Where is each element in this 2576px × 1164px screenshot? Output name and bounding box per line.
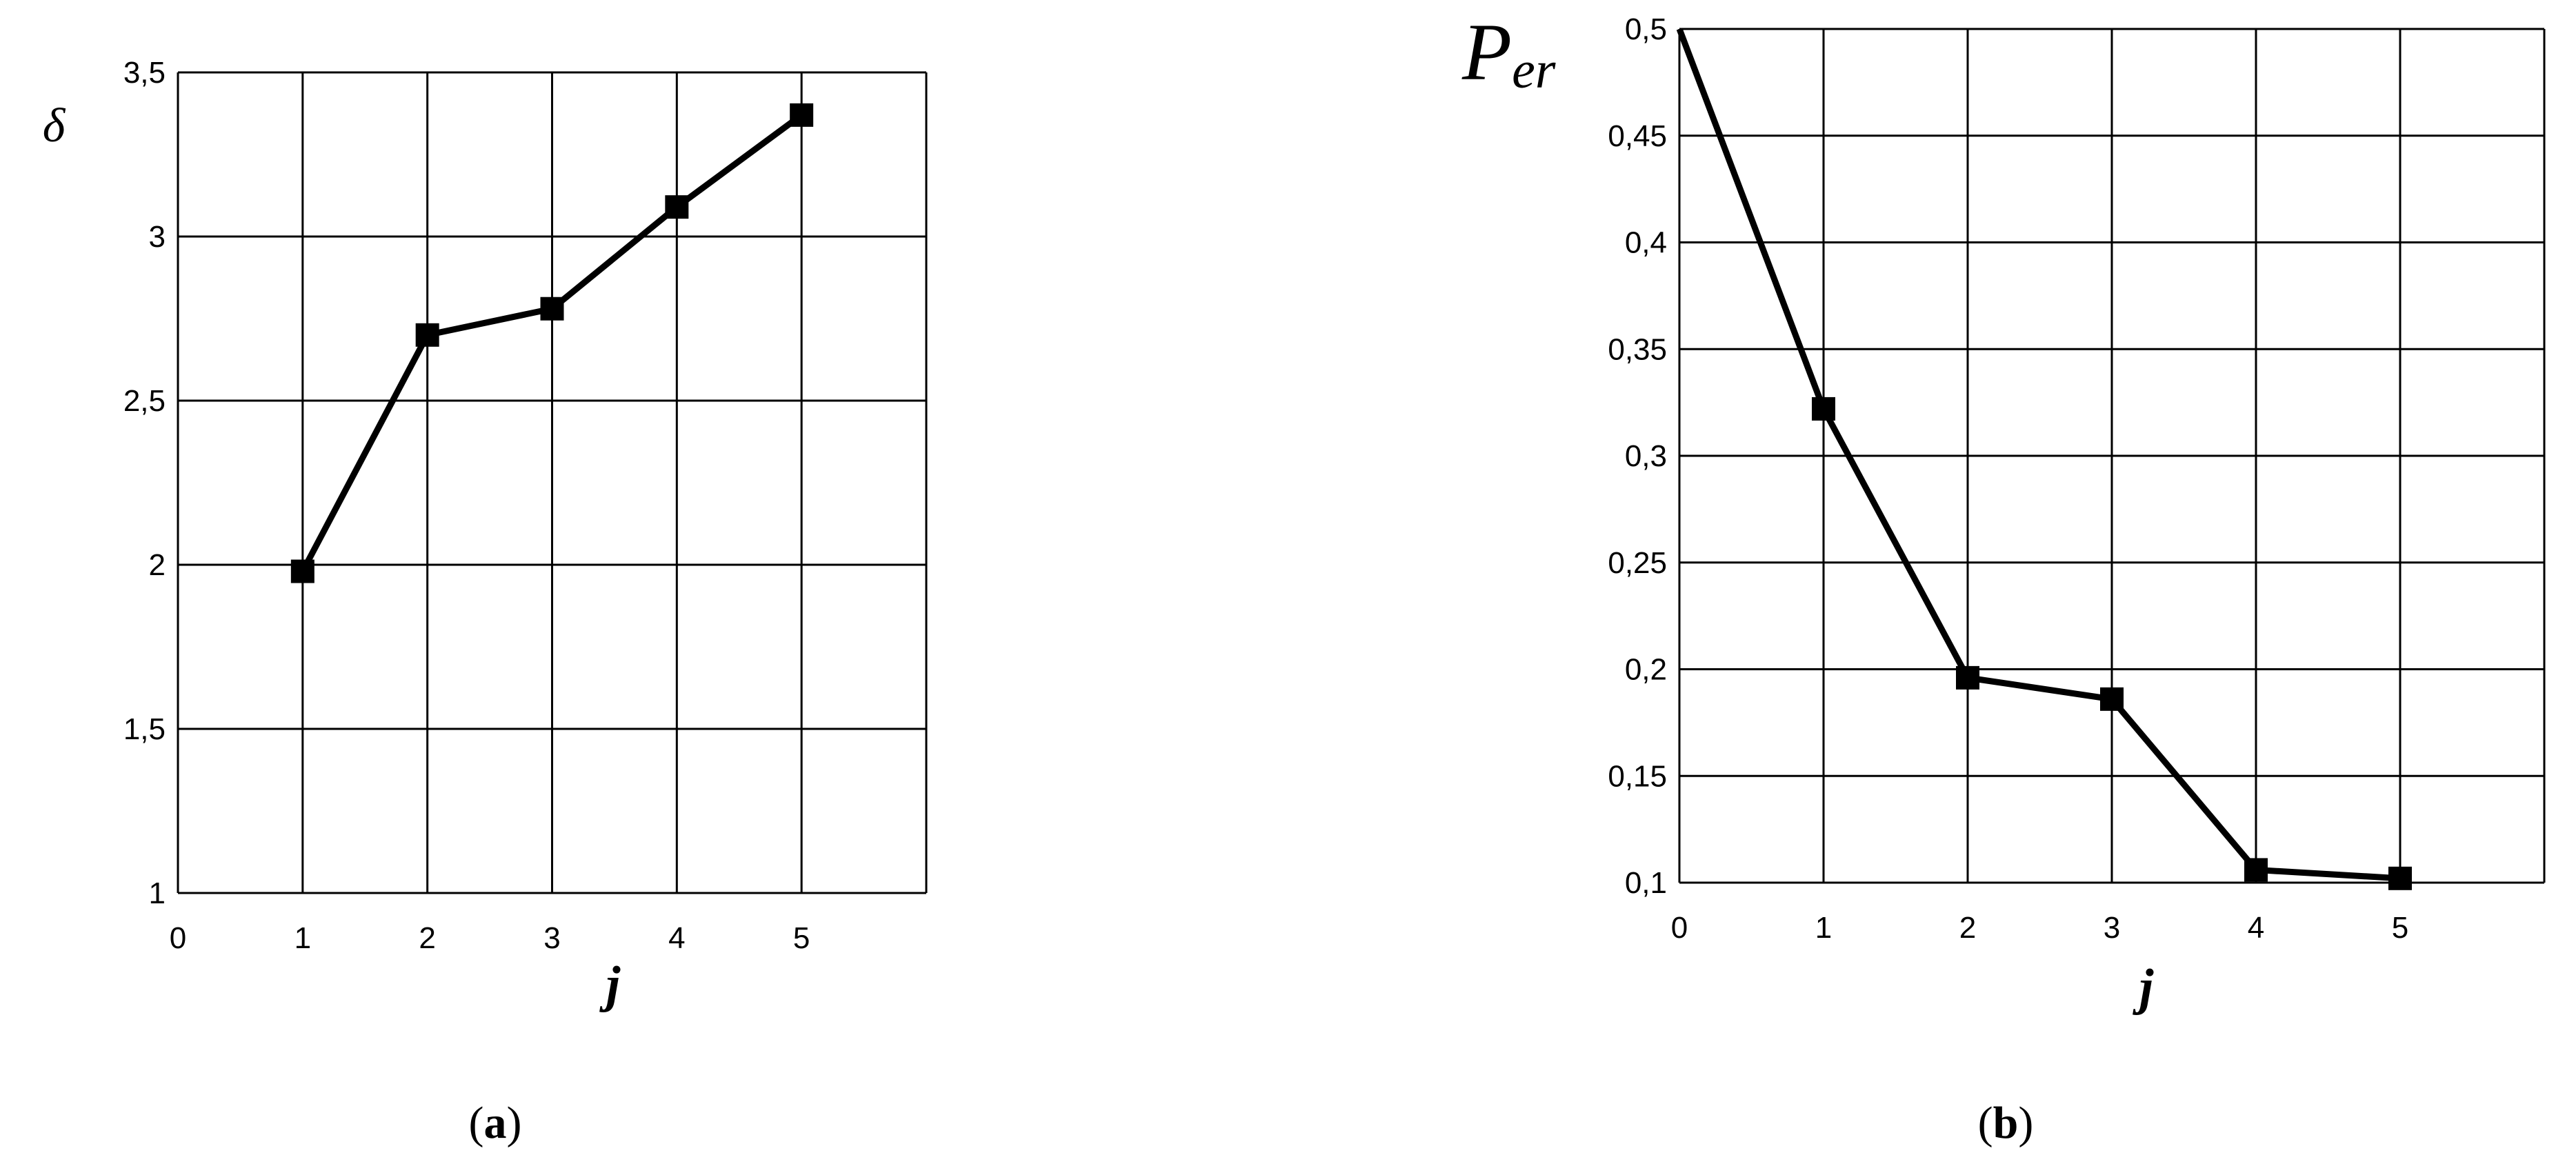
data-point-marker (1956, 665, 1979, 690)
data-point-marker (2244, 858, 2268, 882)
x-tick-label: 1 (1815, 911, 1832, 945)
panel-caption-a-letter: a (484, 1098, 507, 1148)
panel-caption-a: (a) (469, 1098, 522, 1148)
data-point-marker (415, 323, 439, 347)
data-point-marker (540, 297, 564, 321)
y-tick-label: 0,15 (1608, 759, 1667, 793)
data-point-marker (2100, 687, 2124, 711)
x-tick-label: 2 (1959, 911, 1976, 945)
y-tick-label: 3,5 (123, 56, 166, 90)
y-axis-label-a: δ (43, 99, 66, 152)
x-tick-label: 0 (170, 921, 186, 955)
y-tick-label: 0,2 (1625, 653, 1667, 687)
y-tick-label: 0,4 (1625, 226, 1667, 260)
y-tick-label: 0,5 (1625, 12, 1667, 46)
panel-caption-b-letter: b (1993, 1098, 2019, 1148)
x-tick-label: 1 (294, 921, 311, 955)
y-tick-label: 0,45 (1608, 119, 1667, 153)
x-tick-labels-a: 0 1 2 3 4 5 (170, 921, 810, 955)
series-b (1676, 28, 2412, 890)
y-tick-label: 1 (149, 876, 166, 910)
y-tick-label: 0,3 (1625, 439, 1667, 473)
y-axis-label-b: Per (1461, 7, 1556, 99)
x-tick-labels-b: 0 1 2 3 4 5 (1671, 911, 2408, 945)
x-tick-label: 3 (543, 921, 560, 955)
series-a (290, 103, 814, 583)
y-axis-label-b-main: P (1461, 7, 1512, 97)
data-point-marker (290, 559, 314, 583)
x-tick-label: 5 (793, 921, 810, 955)
x-tick-label: 2 (419, 921, 435, 955)
x-tick-label: 4 (668, 921, 685, 955)
x-tick-label: 0 (1671, 911, 1688, 945)
y-tick-label: 1,5 (123, 712, 166, 746)
x-axis-label-a: j (599, 956, 621, 1013)
y-tick-label: 3 (149, 220, 166, 254)
y-tick-label: 0,35 (1608, 332, 1667, 366)
grid-b (1678, 28, 2546, 884)
chart-panel-b: 0,1 0,15 0,2 0,25 0,3 0,35 0,4 0,45 0,5 0 1 2 3 4 5 P… (1461, 7, 2546, 1148)
y-tick-label: 0,1 (1625, 866, 1667, 900)
y-tick-labels-a: 1 1,5 2 2,5 3 3,5 (123, 56, 166, 910)
series-line (1676, 28, 2401, 882)
grid-a (177, 71, 928, 894)
y-tick-label: 2 (149, 548, 166, 582)
y-tick-labels-b: 0,1 0,15 0,2 0,25 0,3 0,35 0,4 0,45 0,5 (1608, 12, 1667, 900)
y-tick-label: 0,25 (1608, 546, 1667, 580)
x-tick-label: 4 (2248, 911, 2264, 945)
y-tick-label: 2,5 (123, 384, 166, 418)
panel-caption-b: (b) (1978, 1098, 2034, 1148)
data-point-marker (1812, 397, 1835, 421)
data-point-marker (790, 103, 814, 127)
x-axis-label-b: j (2133, 959, 2154, 1016)
data-point-marker (2388, 866, 2412, 890)
x-tick-label: 5 (2392, 911, 2408, 945)
data-point-marker (665, 195, 689, 219)
y-axis-label-b-sub: er (1512, 41, 1556, 99)
x-tick-label: 3 (2104, 911, 2120, 945)
